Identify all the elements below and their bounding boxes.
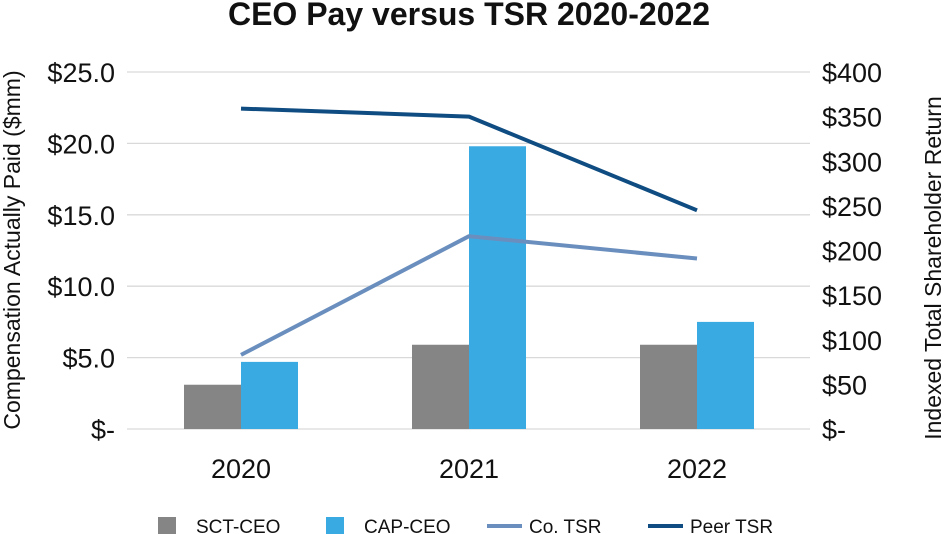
bar-sct-ceo-2022: [640, 344, 697, 429]
legend-item: Peer TSR: [648, 517, 773, 534]
left-tick-label: $15.0: [47, 201, 115, 231]
left-tick-label: $5.0: [62, 344, 115, 374]
left-tick-label: $10.0: [47, 272, 115, 302]
bar-cap-ceo-2020: [241, 361, 298, 429]
right-tick-label: $50: [822, 370, 867, 400]
left-tick-label: $25.0: [47, 58, 115, 88]
x-axis-ticks: 2020 2021 2022: [211, 454, 727, 484]
legend-swatch: [158, 517, 176, 534]
legend-swatch: [326, 517, 344, 534]
bar-cap-ceo-2021: [469, 146, 526, 430]
x-tick-label: 2020: [211, 454, 271, 484]
left-tick-label: $-: [91, 415, 115, 445]
legend-label: Peer TSR: [690, 517, 773, 534]
legend-label: CAP-CEO: [364, 517, 451, 534]
legend: SCT-CEO CAP-CEO Co. TSR Peer TSR: [158, 517, 773, 534]
left-axis-title: Compensation Actually Paid ($mm): [0, 70, 25, 429]
bar-sct-ceo-2021: [412, 344, 469, 429]
legend-label: SCT-CEO: [196, 517, 280, 534]
bars: [184, 146, 754, 430]
x-tick-label: 2021: [439, 454, 499, 484]
right-axis-title: Indexed Total Shareholder Return: [920, 96, 944, 440]
bar-sct-ceo-2020: [184, 384, 241, 429]
left-axis-ticks: $- $5.0 $10.0 $15.0 $20.0 $25.0: [47, 58, 115, 445]
right-tick-label: $200: [822, 237, 882, 267]
right-tick-label: $250: [822, 192, 882, 222]
tsr-lines: [240, 106, 698, 357]
legend-label: Co. TSR: [529, 517, 602, 534]
right-tick-label: $100: [822, 326, 882, 356]
left-tick-label: $20.0: [47, 129, 115, 159]
legend-item: CAP-CEO: [326, 517, 451, 534]
right-tick-label: $400: [822, 58, 882, 88]
right-tick-label: $300: [822, 147, 882, 177]
chart-title: CEO Pay versus TSR 2020-2022: [228, 0, 710, 32]
right-tick-label: $-: [822, 415, 846, 445]
right-tick-label: $350: [822, 103, 882, 133]
right-tick-label: $150: [822, 281, 882, 311]
legend-item: Co. TSR: [487, 517, 602, 534]
legend-item: SCT-CEO: [158, 517, 280, 534]
bar-cap-ceo-2022: [697, 321, 754, 429]
x-tick-label: 2022: [667, 454, 727, 484]
right-axis-ticks: $- $50 $100 $150 $200 $250 $300 $350 $400: [822, 58, 882, 445]
line-peer-tsr: [240, 106, 698, 213]
line-co-tsr: [240, 234, 698, 357]
